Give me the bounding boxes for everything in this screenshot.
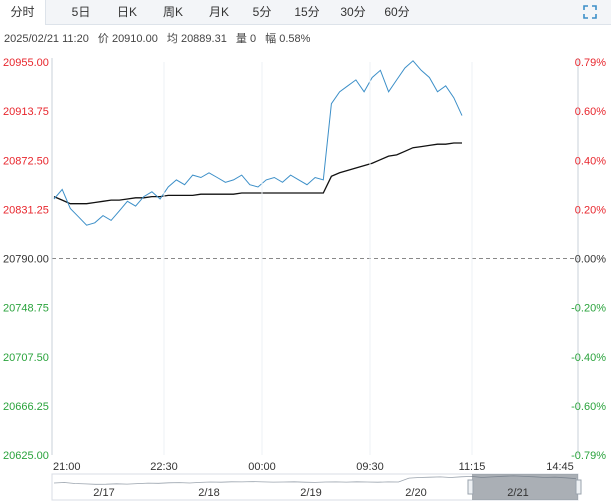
price-tick-label: 20625.00 bbox=[3, 450, 49, 462]
navigator-date-label: 2/17 bbox=[93, 487, 114, 499]
tab-5day[interactable]: 5日 bbox=[71, 5, 91, 19]
tab-intraday[interactable]: 分时 bbox=[0, 0, 46, 25]
price-tick-label: 20790.00 bbox=[3, 254, 49, 266]
quote-info-bar: 2025/02/21 11:20 价 20910.00 均 20889.31 量… bbox=[4, 30, 316, 46]
price-tick-label: 20666.25 bbox=[3, 401, 49, 413]
info-price: 价 20910.00 bbox=[97, 33, 158, 45]
info-average: 均 20889.31 bbox=[166, 33, 227, 45]
price-tick-label: 20748.75 bbox=[3, 303, 49, 315]
price-tick-label: 20955.00 bbox=[3, 57, 49, 69]
range-navigator[interactable]: 2/17 2/18 2/19 2/20 2/21 bbox=[51, 473, 582, 501]
percent-tick-label: -0.79% bbox=[571, 450, 606, 462]
tab-30min[interactable]: 30分 bbox=[340, 5, 366, 19]
price-axis-labels: 20955.00 20913.75 20872.50 20831.25 20790.00… bbox=[3, 57, 49, 462]
percent-tick-label: -0.40% bbox=[571, 352, 606, 364]
price-tick-label: 20831.25 bbox=[3, 204, 49, 216]
navigator-handle-right bbox=[575, 479, 582, 495]
navigator-date-label: 2/20 bbox=[405, 487, 426, 499]
time-tick-label: 22:30 bbox=[150, 461, 178, 473]
tab-weekly-k[interactable]: 周K bbox=[162, 5, 183, 19]
price-tick-label: 20707.50 bbox=[3, 352, 49, 364]
time-axis: 21:00 22:30 00:00 09:30 11:15 14:45 bbox=[53, 62, 574, 473]
chart-grid bbox=[51, 58, 579, 456]
price-tick-label: 20913.75 bbox=[3, 106, 49, 118]
time-tick-label: 14:45 bbox=[546, 461, 574, 473]
percent-tick-label: 0.00% bbox=[575, 254, 606, 266]
percent-tick-label: -0.60% bbox=[571, 401, 606, 413]
tab-60min[interactable]: 60分 bbox=[384, 5, 410, 19]
info-volume: 量 0 bbox=[235, 33, 257, 45]
fullscreen-icon[interactable] bbox=[583, 5, 597, 19]
tab-15min[interactable]: 15分 bbox=[294, 5, 320, 19]
tab-5min[interactable]: 5分 bbox=[252, 5, 272, 19]
percent-tick-label: 0.40% bbox=[575, 155, 606, 167]
percent-tick-label: 0.20% bbox=[575, 204, 606, 216]
average-price-line bbox=[53, 142, 462, 205]
price-tick-label: 20872.50 bbox=[3, 155, 49, 167]
percent-tick-label: 0.79% bbox=[575, 57, 606, 69]
price-line bbox=[53, 60, 463, 226]
period-tab-bar: 分时 5日 日K 周K 月K 5分 15分 30分 60分 bbox=[0, 0, 611, 25]
info-change: 幅 0.58% bbox=[265, 33, 311, 45]
tab-monthly-k[interactable]: 月K bbox=[208, 5, 229, 19]
percent-tick-label: -0.20% bbox=[571, 303, 606, 315]
navigator-date-label: 2/21 bbox=[507, 487, 528, 499]
time-grid bbox=[163, 62, 473, 455]
time-tick-label: 00:00 bbox=[248, 461, 276, 473]
navigator-date-label: 2/18 bbox=[198, 487, 219, 499]
percent-axis-labels: 0.79% 0.60% 0.40% 0.20% 0.00% -0.20% -0.40% -0.… bbox=[571, 57, 606, 462]
tab-daily-k[interactable]: 日K bbox=[116, 5, 137, 19]
navigator-selected-range bbox=[472, 474, 578, 500]
time-tick-label: 11:15 bbox=[459, 461, 486, 473]
time-tick-label: 09:30 bbox=[356, 461, 384, 473]
time-tick-label: 21:00 bbox=[53, 461, 81, 473]
info-datetime: 2025/02/21 11:20 bbox=[4, 33, 89, 45]
navigator-handle-left bbox=[467, 479, 474, 495]
navigator-date-label: 2/19 bbox=[300, 487, 321, 499]
chart-series bbox=[53, 60, 463, 226]
percent-tick-label: 0.60% bbox=[575, 106, 606, 118]
